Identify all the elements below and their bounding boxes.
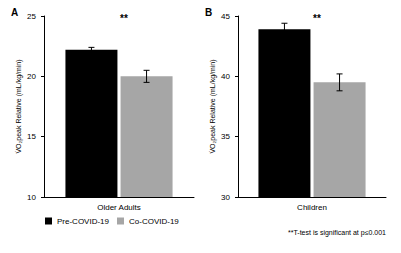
svg-text:Older Adults: Older Adults	[97, 203, 141, 212]
svg-text:**: **	[120, 13, 128, 24]
svg-text:30: 30	[221, 193, 230, 202]
svg-text:**: **	[313, 13, 321, 24]
svg-text:**T-test is significant at p≤0: **T-test is significant at p≤0.001	[288, 229, 386, 237]
svg-text:A: A	[11, 7, 18, 18]
svg-text:45: 45	[221, 12, 230, 21]
svg-text:V̇O₂peak Relative (mL/kg/min): V̇O₂peak Relative (mL/kg/min)	[15, 59, 23, 153]
svg-text:15: 15	[27, 132, 36, 141]
svg-text:Pre-COVID-19: Pre-COVID-19	[57, 217, 110, 226]
svg-text:Co-COVID-19: Co-COVID-19	[129, 217, 179, 226]
svg-text:V̇O₂peak Relative (mL/kg/min): V̇O₂peak Relative (mL/kg/min)	[209, 59, 217, 153]
svg-text:25: 25	[27, 12, 36, 21]
svg-text:B: B	[205, 7, 212, 18]
svg-text:40: 40	[221, 72, 230, 81]
svg-text:35: 35	[221, 132, 230, 141]
svg-text:Children: Children	[297, 203, 327, 212]
svg-text:20: 20	[27, 72, 36, 81]
svg-text:10: 10	[27, 193, 36, 202]
